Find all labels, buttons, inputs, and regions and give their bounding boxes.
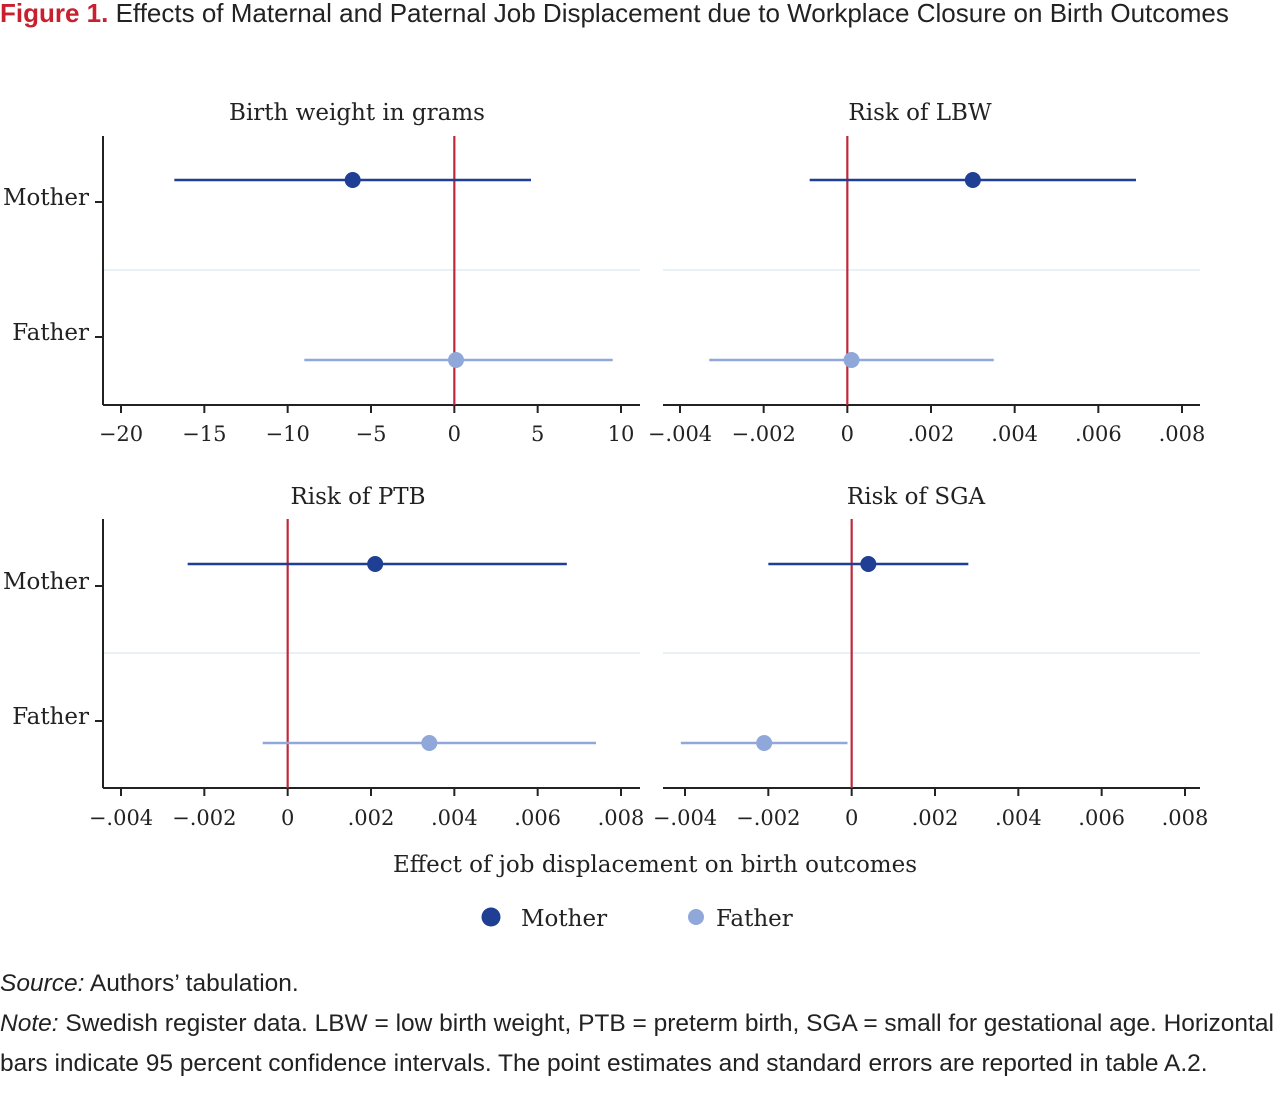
note-line: Note: Swedish register data. LBW = low b… [0, 1004, 1280, 1084]
category-label-father: Father [12, 704, 89, 730]
source-text: Authors’ tabulation. [84, 970, 299, 997]
panel-title: Risk of SGA [847, 484, 986, 510]
x-tick-label: .002 [348, 806, 395, 830]
note-text: Swedish register data. LBW = low birth w… [0, 1010, 1274, 1077]
legend-label-father: Father [716, 906, 793, 932]
x-tick-label: .006 [1078, 806, 1125, 830]
point-estimate-mother [964, 172, 981, 188]
x-tick-label: −.002 [172, 806, 236, 830]
x-tick-label: .008 [1162, 806, 1209, 830]
x-tick-label: −.004 [648, 422, 712, 446]
x-tick-label: .008 [1159, 422, 1206, 446]
point-estimate-father [448, 352, 464, 368]
category-label-mother: Mother [3, 569, 89, 595]
x-tick-label: .006 [1075, 422, 1122, 446]
x-tick-label: .008 [598, 806, 645, 830]
legend-marker-mother [481, 907, 501, 927]
panel-title: Risk of LBW [848, 100, 992, 126]
point-estimate-father [756, 735, 773, 751]
point-estimate-mother [344, 172, 361, 188]
x-tick-label: −.002 [736, 806, 800, 830]
x-tick-label: .004 [991, 422, 1038, 446]
figure-notes: Source: Authors’ tabulation. Note: Swedi… [0, 964, 1280, 1084]
x-tick-label: .006 [514, 806, 561, 830]
x-tick-label: 0 [281, 806, 294, 830]
figure-title: Effects of Maternal and Paternal Job Dis… [115, 0, 1229, 28]
x-tick-label: 0 [845, 806, 858, 830]
x-tick-label: 10 [608, 422, 635, 446]
point-estimate-father [843, 352, 860, 368]
coefficient-plot-figure: Birth weight in grams Mother Father −20 −15 −… [3, 100, 1209, 932]
category-label-father: Father [12, 320, 89, 346]
figure-caption: Figure 1. Effects of Maternal and Patern… [0, 0, 1260, 32]
legend-label-mother: Mother [521, 906, 607, 932]
point-estimate-father [421, 735, 438, 751]
x-axis-title: Effect of job displacement on birth outc… [393, 852, 917, 878]
panel-title: Birth weight in grams [229, 100, 485, 126]
source-line: Source: Authors’ tabulation. [0, 964, 1280, 1004]
x-tick-label: −10 [266, 422, 310, 446]
x-tick-label: .002 [912, 806, 959, 830]
figure-label: Figure 1. [0, 0, 109, 28]
note-label: Note: [0, 1010, 59, 1037]
x-tick-label: .004 [431, 806, 478, 830]
x-tick-label: −15 [182, 422, 226, 446]
x-tick-label: .004 [995, 806, 1042, 830]
x-tick-label: 5 [531, 422, 544, 446]
x-tick-label: 0 [448, 422, 461, 446]
point-estimate-mother [860, 556, 877, 572]
x-tick-label: −5 [356, 422, 387, 446]
panel-3: Risk of PTB Mother Father −.004 −.002 0 .002 .0… [3, 484, 644, 830]
legend-marker-father [688, 909, 704, 925]
x-tick-label: −.002 [731, 422, 795, 446]
panel-1: Birth weight in grams Mother Father −20 −15 −… [3, 100, 640, 446]
x-tick-label: 0 [841, 422, 854, 446]
legend: Mother Father [481, 906, 793, 932]
category-label-mother: Mother [3, 185, 89, 211]
x-tick-label: −20 [99, 422, 143, 446]
x-tick-label: .002 [908, 422, 955, 446]
panel-4: Risk of SGA −.004 −.002 0 .002 .004 .006 .008 [653, 484, 1209, 830]
x-tick-label: −.004 [89, 806, 153, 830]
x-tick-label: −.004 [653, 806, 717, 830]
point-estimate-mother [367, 556, 384, 572]
source-label: Source: [0, 970, 85, 997]
panel-title: Risk of PTB [290, 484, 425, 510]
panel-2: Risk of LBW −.004 −.002 0 .002 .004 .006 .008 [648, 100, 1206, 446]
